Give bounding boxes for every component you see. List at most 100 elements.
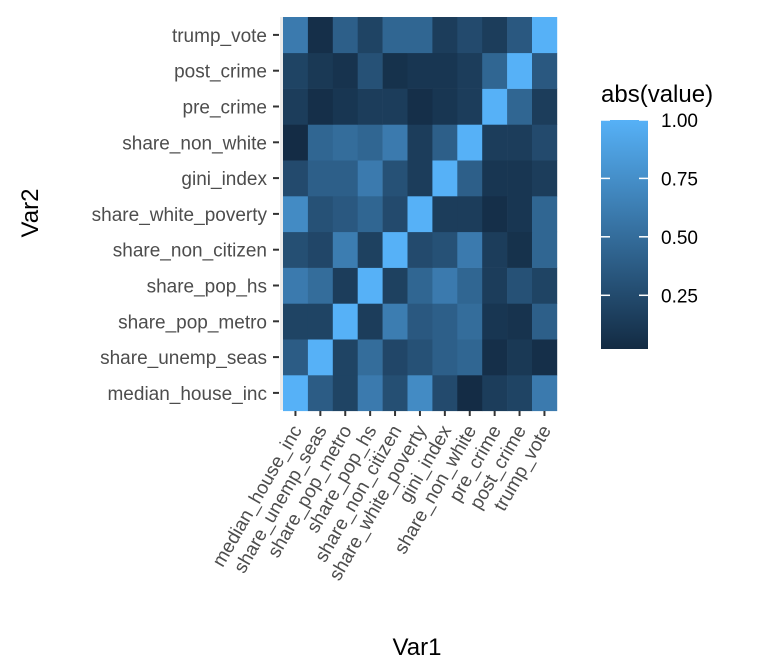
heatmap-cell bbox=[382, 52, 408, 89]
heatmap-cell bbox=[307, 267, 334, 304]
heatmap-cell bbox=[332, 231, 358, 268]
heatmap-cell bbox=[357, 339, 383, 376]
heatmap-cell bbox=[332, 303, 358, 340]
heatmap-cell bbox=[283, 52, 309, 89]
y-axis-ticks: median_house_inc share_unemp_seas share_po… bbox=[92, 26, 279, 405]
heatmap-cell bbox=[457, 339, 483, 376]
heatmap-cell bbox=[283, 124, 309, 161]
heatmap-cell bbox=[532, 339, 558, 376]
heatmap-cell bbox=[307, 375, 334, 412]
heatmap-cell bbox=[507, 303, 533, 340]
heatmap-cell bbox=[532, 124, 558, 161]
heatmap-cell bbox=[407, 375, 433, 412]
legend-tick-label: 0.50 bbox=[661, 228, 698, 249]
heatmap-cell bbox=[357, 160, 383, 197]
heatmap-cell bbox=[532, 303, 558, 340]
heatmap-cell bbox=[532, 17, 558, 54]
heatmap-cell bbox=[382, 196, 408, 233]
x-axis-title: Var1 bbox=[393, 634, 442, 661]
heatmap-cell bbox=[357, 124, 383, 161]
heatmap-cell bbox=[507, 231, 533, 268]
heatmap-cell bbox=[307, 124, 334, 161]
heatmap-cell bbox=[432, 339, 458, 376]
heatmap-cell bbox=[532, 267, 558, 304]
heatmap-cell bbox=[357, 231, 383, 268]
y-tick-label: share_non_citizen bbox=[113, 241, 267, 262]
y-tick-label: median_house_inc bbox=[107, 384, 267, 405]
heatmap-cell bbox=[332, 196, 358, 233]
heatmap-cell bbox=[432, 17, 458, 54]
heatmap-cell bbox=[432, 124, 458, 161]
heatmap-cell bbox=[482, 52, 508, 89]
heatmap-cell bbox=[407, 231, 433, 268]
legend-title: abs(value) bbox=[601, 81, 713, 108]
heatmap-cell bbox=[307, 339, 334, 376]
heatmap-cell bbox=[307, 160, 334, 197]
legend-ticks: 1.00 0.75 0.50 0.25 bbox=[601, 111, 698, 307]
heatmap-cell bbox=[457, 303, 483, 340]
y-tick-label: share_pop_metro bbox=[118, 312, 267, 333]
heatmap-cell bbox=[332, 52, 358, 89]
heatmap-cell bbox=[307, 88, 334, 125]
heatmap-cell bbox=[307, 303, 334, 340]
heatmap-cell bbox=[432, 267, 458, 304]
heatmap-cell bbox=[357, 17, 383, 54]
heatmap-cell bbox=[357, 196, 383, 233]
heatmap-cell bbox=[407, 160, 433, 197]
heatmap-cell bbox=[532, 88, 558, 125]
heatmap-cell bbox=[357, 88, 383, 125]
heatmap-cell bbox=[482, 339, 508, 376]
heatmap-cell bbox=[332, 375, 358, 412]
heatmap-cell bbox=[532, 160, 558, 197]
heatmap-cell bbox=[283, 339, 309, 376]
heatmap-cell bbox=[432, 52, 458, 89]
heatmap-cell bbox=[482, 124, 508, 161]
heatmap-cell bbox=[482, 231, 508, 268]
heatmap-cell bbox=[407, 267, 433, 304]
heatmap-cell bbox=[283, 267, 309, 304]
heatmap-cell bbox=[382, 267, 408, 304]
heatmap-cell bbox=[507, 375, 533, 412]
heatmap-cell bbox=[382, 375, 408, 412]
heatmap-cell bbox=[507, 339, 533, 376]
y-tick-label: share_pop_hs bbox=[147, 277, 267, 298]
heatmap-cell bbox=[332, 88, 358, 125]
y-tick-label: trump_vote bbox=[172, 26, 267, 47]
heatmap-cell bbox=[507, 17, 533, 54]
heatmap-cell bbox=[507, 88, 533, 125]
heatmap-cell bbox=[507, 267, 533, 304]
heatmap-cell bbox=[507, 160, 533, 197]
y-tick-label: share_unemp_seas bbox=[100, 348, 267, 369]
heatmap-cell bbox=[482, 303, 508, 340]
heatmap-cell bbox=[432, 303, 458, 340]
heatmap-cell bbox=[457, 88, 483, 125]
heatmap-cell bbox=[457, 17, 483, 54]
heatmap-cell bbox=[407, 196, 433, 233]
heatmap-cell bbox=[432, 88, 458, 125]
heatmap-cell bbox=[283, 231, 309, 268]
heatmap-cell bbox=[332, 339, 358, 376]
heatmap-cell bbox=[507, 124, 533, 161]
heatmap-cell bbox=[432, 160, 458, 197]
heatmap-cell bbox=[382, 124, 408, 161]
legend-tick-label: 0.25 bbox=[661, 286, 698, 307]
heatmap-cell bbox=[482, 160, 508, 197]
legend-tick-label: 0.75 bbox=[661, 169, 698, 190]
heatmap-cell bbox=[382, 303, 408, 340]
heatmap-cell bbox=[332, 17, 358, 54]
y-tick-label: post_crime bbox=[174, 62, 267, 83]
heatmap-cell bbox=[457, 231, 483, 268]
heatmap-cells bbox=[283, 17, 558, 412]
heatmap-cell bbox=[382, 339, 408, 376]
heatmap-cell bbox=[407, 17, 433, 54]
heatmap-cell bbox=[357, 375, 383, 412]
y-axis-title: Var2 bbox=[17, 189, 44, 238]
heatmap-cell bbox=[307, 17, 334, 54]
heatmap-cell bbox=[507, 196, 533, 233]
legend-colorbar bbox=[601, 120, 648, 349]
heatmap-cell bbox=[457, 196, 483, 233]
heatmap-cell bbox=[283, 88, 309, 125]
heatmap-cell bbox=[457, 124, 483, 161]
heatmap-cell bbox=[332, 124, 358, 161]
